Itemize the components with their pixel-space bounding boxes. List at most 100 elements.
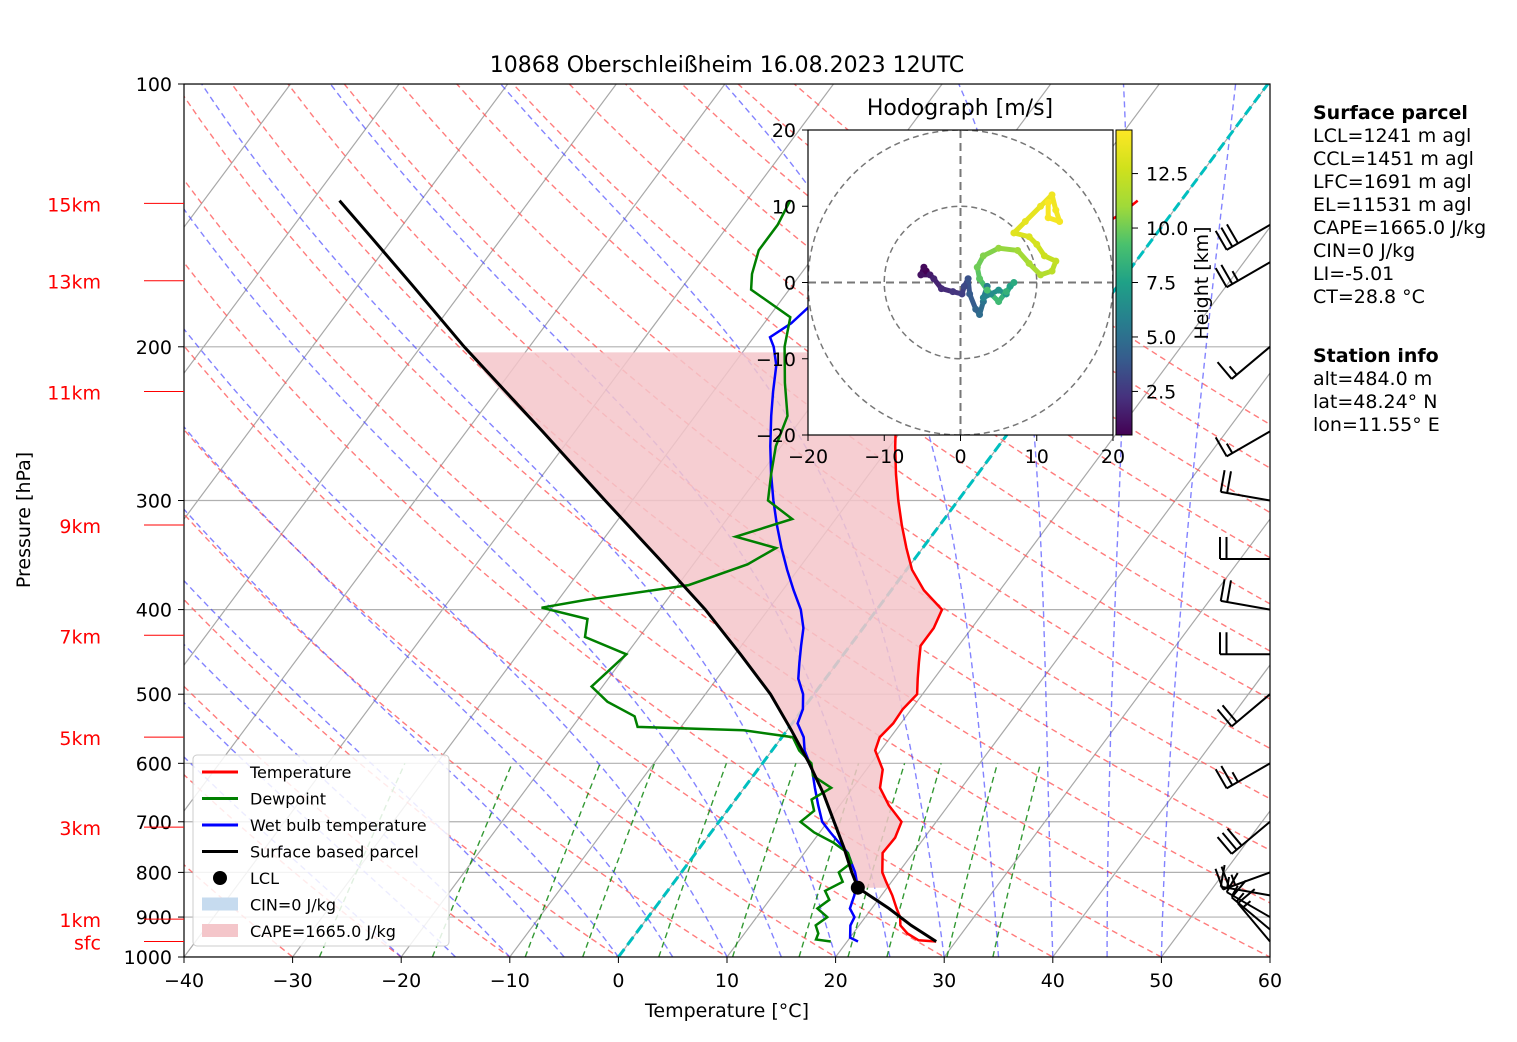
x-tick-label: −40 [164,970,204,992]
hodograph-point [964,275,972,283]
hodograph-point [949,288,957,296]
barb-flag [1226,828,1243,847]
mixing-ratio-line [582,763,656,957]
dry-adiabat [184,428,837,957]
colorbar-ticks: 2.5 5.0 7.5 10.0 12.5 [1132,164,1188,403]
hodograph-y-tick-label: 20 [772,120,796,142]
moist-adiabat [184,579,565,957]
barb-flag [1221,704,1238,723]
station-info-heading: Station info [1313,345,1439,367]
cape-fill [468,352,941,888]
surface-parcel-line: LFC=1691 m agl [1313,171,1472,193]
colorbar-label: Height [km] [1191,226,1213,339]
colorbar-tick-label: 5.0 [1146,327,1176,349]
legend-label: CAPE=1665.0 J/kg [250,922,396,941]
wind-barb [1219,536,1270,560]
hodograph-point [995,298,1003,306]
wetbulb-line [768,199,992,943]
hodograph-point [973,263,981,271]
y-tick-label: 500 [136,684,172,706]
hodograph-point [958,290,966,298]
hodograph-point [979,252,987,260]
hodograph-point [1052,257,1060,265]
dry-adiabat [287,84,1270,851]
hodograph-trace [917,191,1064,319]
height-label: 11km [47,382,101,404]
wind-barb [1216,693,1271,728]
hodograph-point [1010,279,1018,286]
colorbar-tick-label: 10.0 [1146,218,1188,240]
barb-flag [1214,868,1224,890]
x-tick-label: 0 [612,970,624,992]
barb-staff [1231,821,1271,855]
hodograph-ticks: −20 −10 0 10 20 20 10 0 −10 −20 [756,120,1125,468]
hodograph-y-tick-label: 0 [784,273,796,295]
barb-flag [1214,230,1228,251]
isotherm-line [184,84,617,667]
hodograph-point [1040,252,1048,260]
moist-adiabat [500,84,945,957]
barb-flag [1226,580,1232,603]
mixing-ratio-line [946,763,999,957]
barb-half-flag [1225,443,1234,454]
hodograph-point [1037,202,1045,210]
hodograph-point [1010,229,1018,237]
barb-staff [1226,430,1271,458]
zero-degree-isotherm [617,84,1270,957]
barb-staff [1231,896,1271,931]
station-info-line: alt=484.0 m [1313,368,1433,390]
moist-adiabat [184,208,782,957]
hodograph-point [917,271,925,279]
hodograph-y-tick-label: 10 [772,196,796,218]
hodograph-point [1056,218,1064,225]
legend-swatch [202,924,238,937]
hodograph-point [972,305,980,313]
hodograph-ring [883,205,1038,360]
isotherm-line [184,84,726,813]
barb-flag [1220,866,1231,888]
hodograph-x-tick-label: −10 [864,446,904,468]
surface-parcel-line: CT=28.8 °C [1313,286,1425,308]
hodograph-grid [808,130,1113,435]
surface-parcel-line: LI=-5.01 [1313,263,1395,285]
hodograph-point [1002,288,1010,296]
isotherm-line [184,84,400,375]
hodograph-point [1044,198,1052,206]
hodograph-point [920,263,928,271]
hodograph-x-tick-label: 20 [1101,446,1125,468]
legend-label: CIN=0 J/kg [250,896,336,915]
dry-adiabat [184,513,729,957]
x-axis-label: Temperature [°C] [644,1000,809,1022]
height-label: sfc [74,933,101,955]
y-tick-label: 900 [136,907,172,929]
lcl-marker [850,880,865,895]
hodograph-point [1048,267,1056,275]
dry-adiabat [681,84,1270,514]
wind-barb [1214,866,1271,891]
dry-adiabat [737,84,1270,469]
legend-swatch [213,871,227,885]
hodograph-point [1033,240,1041,248]
y-tick-label: 1000 [124,947,172,969]
height-label: 13km [47,272,101,294]
barb-staff [1220,599,1271,611]
hodograph-point [976,311,984,319]
y-axis-ticks: 100 200 300 400 500 600 700 800 900 1000 [124,74,184,969]
moist-adiabat [958,84,1054,957]
hodograph-point [995,244,1003,252]
barb-flag [1214,267,1228,288]
isotherm-line [835,372,1270,957]
legend-label: LCL [250,869,279,888]
hodograph-point [976,275,984,283]
station-info-line: lat=48.24° N [1313,391,1438,413]
wind-barb [1216,346,1271,380]
surface-parcel-line: CIN=0 J/kg [1313,240,1416,262]
legend-box [192,754,450,947]
barb-staff [1226,261,1271,289]
height-label: 9km [59,516,101,538]
x-tick-label: 30 [932,970,956,992]
x-tick-label: 20 [824,970,848,992]
